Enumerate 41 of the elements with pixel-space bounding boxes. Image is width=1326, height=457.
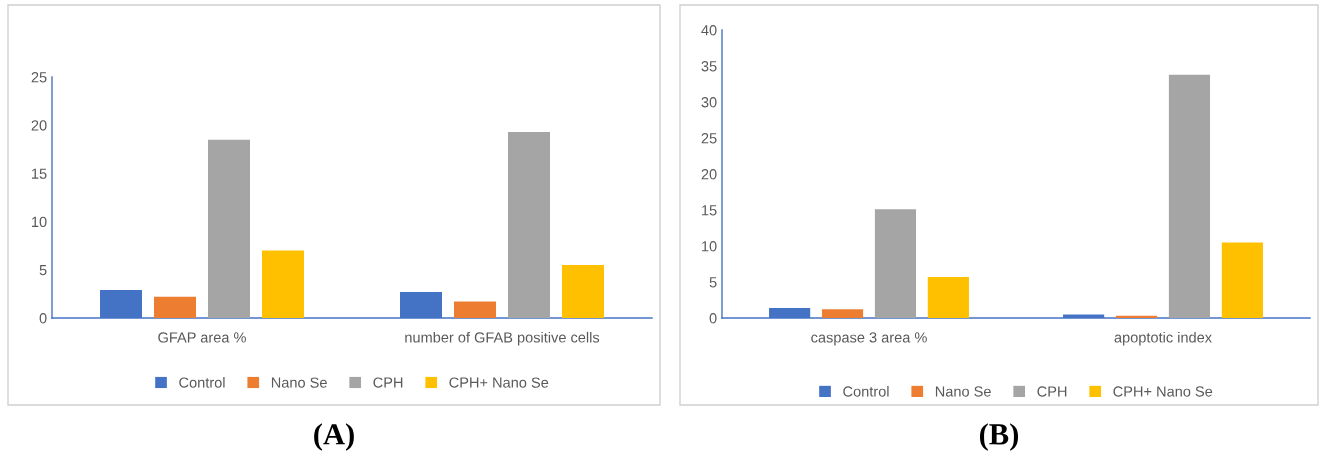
x-tick-label: GFAP area % xyxy=(158,332,246,343)
y-tick-label: 10 xyxy=(702,241,717,252)
bar xyxy=(208,139,250,318)
legend-label: Control xyxy=(843,385,889,397)
legend-label: Nano Se xyxy=(935,386,991,397)
y-tick-label: 5 xyxy=(709,277,717,288)
y-tick-label: 10 xyxy=(32,216,47,228)
y-tick-label: 0 xyxy=(39,313,47,324)
y-tick-label: 20 xyxy=(31,120,47,131)
y-tick-label: 5 xyxy=(39,265,47,276)
legend-label: Nano Se xyxy=(271,377,327,388)
bar xyxy=(562,264,604,318)
text: (B) xyxy=(979,423,1019,451)
x-tick-label: apoptotic index xyxy=(1114,331,1212,346)
y-tick-label: 15 xyxy=(32,168,47,179)
bar xyxy=(454,301,496,318)
legend-label: CPH+ Nano Se xyxy=(1113,386,1213,397)
x-tick-label: number of GFAB positive cells xyxy=(405,331,600,346)
bar xyxy=(262,250,304,318)
text: (A) xyxy=(314,423,354,451)
y-tick-label: 15 xyxy=(702,205,717,216)
y-tick-label: 25 xyxy=(31,72,47,83)
bar xyxy=(821,309,864,318)
y-tick-label: 20 xyxy=(701,169,717,180)
y-tick-label: 25 xyxy=(701,133,717,144)
x-tick-label: caspase 3 area % xyxy=(811,332,927,346)
legend-label: CPH+ Nano Se xyxy=(449,377,549,388)
legend-label: Control xyxy=(179,376,225,388)
bar xyxy=(874,209,917,318)
y-tick-label: 35 xyxy=(701,61,717,72)
legend-label: CPH xyxy=(373,377,403,388)
y-tick-label: 0 xyxy=(709,313,717,324)
bar xyxy=(1168,74,1211,318)
bar xyxy=(508,131,550,318)
y-tick-label: 40 xyxy=(701,25,717,36)
bar xyxy=(1221,242,1263,318)
bar xyxy=(927,276,969,318)
legend-label: CPH xyxy=(1037,386,1067,397)
y-tick-label: 30 xyxy=(701,97,717,108)
bar xyxy=(1115,315,1158,318)
bar xyxy=(154,296,196,318)
